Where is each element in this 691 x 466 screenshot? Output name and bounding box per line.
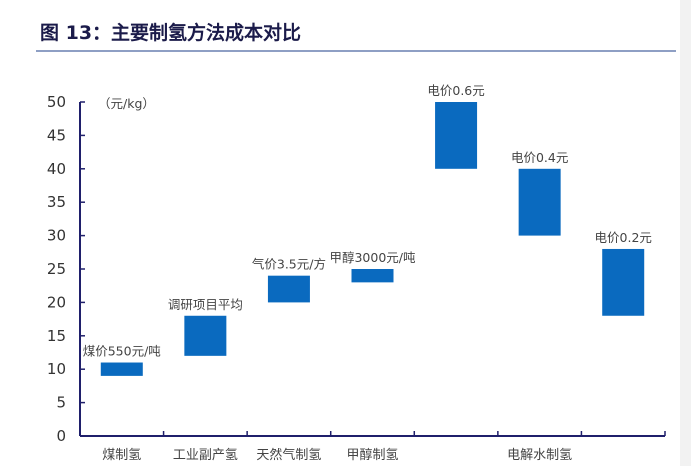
range-bar (351, 269, 394, 283)
y-tick-label: 10 (47, 360, 66, 378)
category-label: 煤制氢 (102, 448, 141, 463)
range-bar (267, 275, 310, 303)
bar-label: 煤价550元/吨 (83, 344, 162, 359)
category-label: 甲醇制氢 (346, 447, 398, 463)
chart-title: 图 13：主要制氢方法成本对比 (40, 22, 302, 44)
category-label: 工业副产氢 (173, 448, 238, 463)
bar-label: 调研项目平均 (168, 297, 243, 312)
y-tick-label: 45 (47, 126, 66, 144)
y-tick-label: 20 (47, 293, 66, 311)
bar-label: 电价0.2元 (595, 230, 652, 245)
page-edge (680, 0, 691, 466)
bar-label: 甲醇3000元/吨 (329, 250, 416, 265)
y-tick-label: 40 (47, 160, 66, 178)
bar-label: 电价0.4元 (511, 150, 568, 165)
y-tick-label: 35 (47, 193, 66, 211)
y-tick-label: 50 (47, 93, 66, 111)
y-tick-label: 25 (47, 260, 66, 278)
category-label: 电解水制氢 (507, 448, 572, 463)
y-tick-label: 30 (47, 227, 66, 245)
y-tick-label: 5 (56, 394, 66, 412)
bar-label: 电价0.6元 (427, 83, 484, 98)
range-bar (184, 315, 227, 356)
category-label: 天然气制氢 (256, 447, 321, 463)
range-bar (602, 248, 645, 316)
title-divider (36, 50, 676, 52)
range-bar (435, 102, 478, 169)
range-bar (100, 362, 143, 376)
range-bar (518, 168, 561, 236)
bar-label: 气价3.5元/方 (252, 257, 326, 272)
y-tick-label: 15 (47, 327, 66, 345)
unit-label: （元/kg） (98, 96, 155, 111)
y-tick-label: 0 (56, 427, 66, 445)
